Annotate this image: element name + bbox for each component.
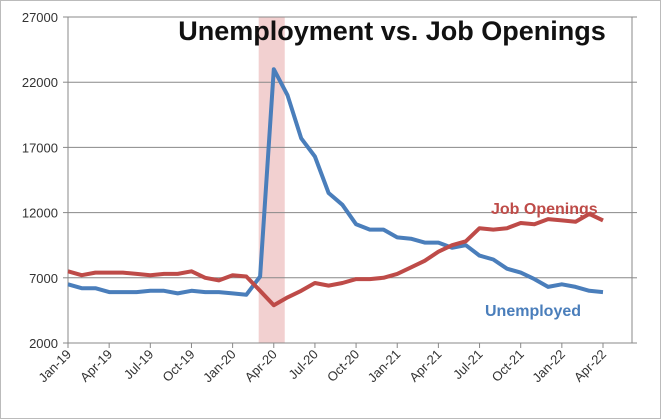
y-tick-label: 17000 <box>22 140 58 155</box>
series-label: Unemployed <box>485 303 581 320</box>
series-label: Job Openings <box>491 201 598 218</box>
y-tick-label: 12000 <box>22 206 58 221</box>
y-tick-label: 22000 <box>22 75 58 90</box>
series-line <box>67 211 604 308</box>
series-line <box>67 67 604 297</box>
y-tick-label: 27000 <box>22 10 58 25</box>
y-tick-label: 7000 <box>29 271 58 286</box>
chart-title: Unemployment vs. Job Openings <box>178 16 606 46</box>
y-tick-label: 2000 <box>29 336 58 351</box>
